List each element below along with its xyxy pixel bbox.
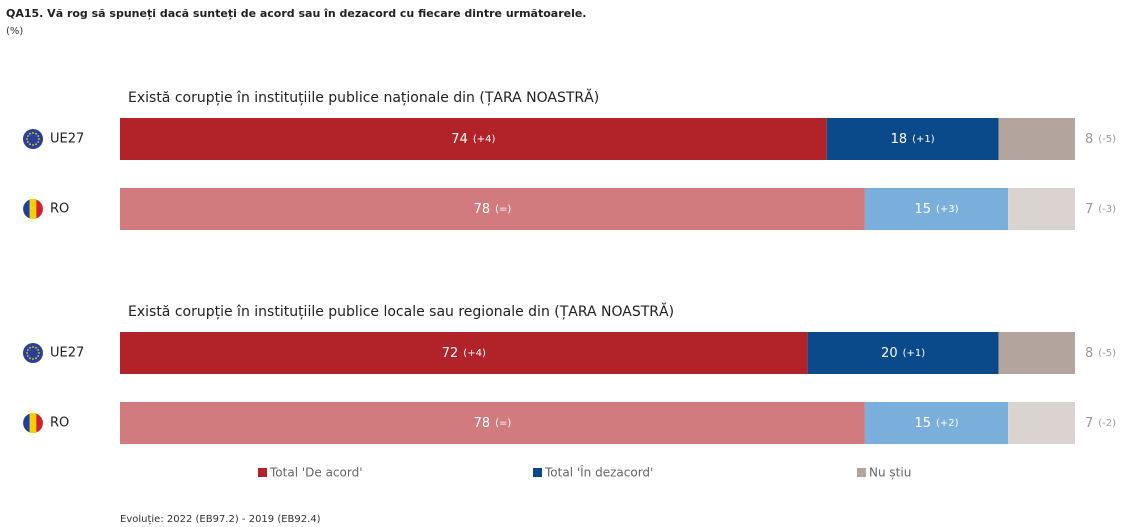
bar-segment: [864, 188, 1009, 230]
bar-segment: [1008, 188, 1075, 230]
category-label: RO: [50, 416, 69, 431]
category-label: UE27: [50, 132, 84, 147]
value-number: 7: [1085, 416, 1093, 431]
value-label: 8 (-5): [1085, 132, 1116, 147]
value-label: 78 (=): [474, 416, 512, 431]
value-number: 15: [914, 202, 931, 217]
flag-star: [35, 132, 37, 135]
category-label: RO: [50, 202, 69, 217]
bar-segment: [807, 332, 999, 374]
flag-star: [38, 352, 40, 354]
value-label: 18 (+1): [891, 132, 935, 147]
bar-segment: [998, 332, 1075, 374]
value-number: 20: [881, 346, 898, 361]
bar-segment: [120, 118, 827, 160]
value-change: (=): [495, 204, 511, 215]
footnote: Evoluție: 2022 (EB97.2) - 2019 (EB92.4): [120, 514, 321, 525]
flag-star: [35, 143, 37, 146]
bar-segment: [998, 118, 1075, 160]
value-number: 8: [1085, 346, 1093, 361]
bar-segment: [864, 402, 1009, 444]
value-change: (+3): [936, 204, 959, 215]
flag-star: [29, 132, 31, 135]
flag-star: [29, 357, 31, 360]
flag-star: [37, 141, 40, 143]
value-number: 78: [474, 416, 491, 431]
value-change: (+2): [936, 418, 959, 429]
legend-label: Total 'De acord': [269, 466, 363, 480]
bar-segment: [120, 402, 865, 444]
legend-swatch: [533, 468, 542, 477]
flag-star: [38, 138, 40, 140]
flag-star: [26, 352, 28, 354]
bar-segment: [826, 118, 999, 160]
flag-star: [26, 349, 29, 351]
flag-star: [37, 355, 40, 357]
flag-star: [26, 138, 28, 140]
flag-star: [35, 346, 37, 349]
value-number: 7: [1085, 202, 1093, 217]
value-number: 78: [474, 202, 491, 217]
flag-star: [29, 346, 31, 349]
value-label: 78 (=): [474, 202, 512, 217]
value-change: (+1): [903, 348, 926, 359]
value-label: 15 (+2): [914, 416, 958, 431]
flag-icon: [29, 413, 37, 433]
value-label: 8 (-5): [1085, 346, 1116, 361]
legend-swatch: [857, 468, 866, 477]
legend-label: Nu știu: [869, 466, 911, 480]
value-label: 74 (+4): [451, 132, 495, 147]
flag-star: [26, 355, 29, 357]
flag-star: [35, 357, 37, 360]
bar-segment: [1008, 402, 1075, 444]
value-label: 72 (+4): [442, 346, 486, 361]
panel-title: Există corupție în instituțiile publice …: [128, 302, 674, 320]
value-number: 72: [442, 346, 459, 361]
value-number: 18: [891, 132, 908, 147]
flag-star: [26, 135, 29, 137]
flag-star: [37, 349, 40, 351]
value-change: (+4): [473, 134, 496, 145]
flag-icon: [23, 129, 43, 149]
flag-icon: [36, 199, 43, 219]
bar-segment: [120, 332, 808, 374]
flag-star: [26, 141, 29, 143]
value-label: 7 (-3): [1085, 202, 1116, 217]
legend-label: Total 'În dezacord': [544, 465, 653, 480]
flag-icon: [29, 199, 37, 219]
flag-icon: [23, 343, 43, 363]
value-change: (=): [495, 418, 511, 429]
flag-star: [32, 346, 34, 348]
bar-segment: [120, 188, 865, 230]
value-change: (-5): [1098, 134, 1116, 145]
category-label: UE27: [50, 346, 84, 361]
flag-star: [32, 132, 34, 134]
value-change: (+1): [912, 134, 935, 145]
legend-swatch: [258, 468, 267, 477]
flag-star: [29, 143, 31, 146]
panel-title: Există corupție în instituțiile publice …: [128, 88, 599, 106]
value-label: 15 (+3): [914, 202, 958, 217]
flag-star: [37, 135, 40, 137]
flag-star: [32, 358, 34, 360]
value-change: (-3): [1098, 204, 1116, 215]
chart-subtitle: (%): [6, 26, 23, 37]
chart-title: QA15. Vă rog să spuneți dacă sunteți de …: [6, 7, 587, 20]
flag-icon: [23, 413, 30, 433]
value-label: 7 (-2): [1085, 416, 1116, 431]
value-label: 20 (+1): [881, 346, 925, 361]
flag-icon: [23, 199, 30, 219]
flag-icon: [36, 413, 43, 433]
value-number: 74: [451, 132, 468, 147]
value-change: (-5): [1098, 348, 1116, 359]
value-number: 8: [1085, 132, 1093, 147]
value-change: (-2): [1098, 418, 1116, 429]
flag-star: [32, 144, 34, 146]
value-change: (+4): [463, 348, 486, 359]
value-number: 15: [914, 416, 931, 431]
